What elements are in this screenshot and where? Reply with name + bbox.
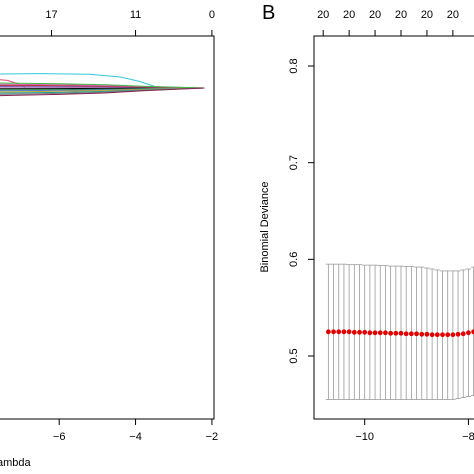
panel-a-bottom-axis: −6 −4 −2	[53, 419, 218, 443]
cv-point-20	[429, 332, 435, 338]
cv-point-17	[414, 331, 419, 337]
panel-a-top-axis: 17 11 0	[45, 9, 215, 36]
panel-b-y-axis-title: Binomial Deviance	[259, 181, 271, 272]
coef-path-0	[0, 73, 155, 87]
cv-point-4	[346, 329, 352, 335]
cv-point-9	[372, 330, 378, 336]
y-tick-label-b-0: 0.5	[288, 348, 300, 363]
top-tick-label-b-2: 20	[369, 9, 381, 21]
panel-b: B −10 −8 0.5 0.6 0.7 0.8 20 20 20 20 20 20 Binomi…	[259, 2, 474, 443]
x-tick-label-a-2: −2	[206, 431, 219, 443]
cv-point-25	[455, 331, 461, 337]
panel-a-plot-frame	[0, 35, 215, 420]
top-tick-label-a-0: 17	[45, 9, 57, 21]
x-tick-label-b-0: −10	[355, 431, 374, 443]
coef-path-13	[0, 87, 205, 97]
panel-b-top-axis: 20 20 20 20 20 20	[317, 9, 459, 36]
cv-point-8	[367, 330, 373, 336]
top-tick-label-b-3: 20	[395, 9, 407, 21]
panel-a-x-axis-title: ambda	[0, 457, 32, 469]
panel-b-bottom-axis: −10 −8	[355, 419, 474, 443]
cv-point-11	[383, 330, 388, 336]
cv-point-12	[388, 330, 394, 336]
cv-point-16	[408, 331, 414, 337]
cv-point-15	[403, 331, 409, 337]
top-tick-label-a-2: 0	[209, 9, 215, 21]
cv-point-6	[357, 329, 362, 335]
cv-point-10	[377, 330, 383, 336]
top-tick-label-b-0: 20	[317, 9, 329, 21]
top-tick-label-a-1: 11	[130, 9, 141, 21]
cv-point-28	[471, 329, 474, 335]
x-tick-label-a-1: −4	[129, 431, 142, 443]
panel-b-letter: B	[262, 2, 275, 24]
cv-point-5	[351, 329, 357, 335]
panel-a-coefficient-paths	[0, 73, 205, 97]
cv-point-27	[466, 330, 471, 336]
cv-point-26	[460, 331, 466, 337]
cv-point-7	[362, 329, 368, 335]
top-tick-label-b-1: 20	[343, 9, 355, 21]
cv-point-13	[393, 330, 399, 336]
cv-point-18	[419, 331, 425, 337]
panel-a: −6 −4 −2 17 11 0 ambda	[0, 9, 218, 469]
cv-point-0	[325, 329, 331, 335]
x-tick-label-a-0: −6	[53, 431, 66, 443]
cv-point-23	[445, 332, 451, 338]
cv-point-2	[336, 329, 342, 335]
cv-point-21	[434, 332, 440, 338]
cv-point-1	[331, 329, 336, 335]
cv-point-14	[398, 330, 404, 336]
cv-point-24	[450, 332, 456, 338]
cv-point-22	[440, 332, 445, 338]
coef-path-12	[0, 82, 205, 89]
y-tick-label-b-1: 0.6	[288, 252, 300, 267]
y-tick-label-b-2: 0.7	[288, 155, 300, 170]
panel-b-left-axis: 0.5 0.6 0.7 0.8	[288, 58, 314, 364]
cv-point-3	[341, 329, 347, 335]
x-tick-label-b-1: −8	[462, 431, 474, 443]
top-tick-label-b-4: 20	[421, 9, 433, 21]
panel-b-plot-frame	[313, 35, 474, 420]
top-tick-label-b-5: 20	[447, 9, 459, 21]
y-tick-label-b-3: 0.8	[288, 58, 300, 73]
panel-b-points	[325, 329, 474, 338]
cv-point-19	[424, 331, 430, 337]
